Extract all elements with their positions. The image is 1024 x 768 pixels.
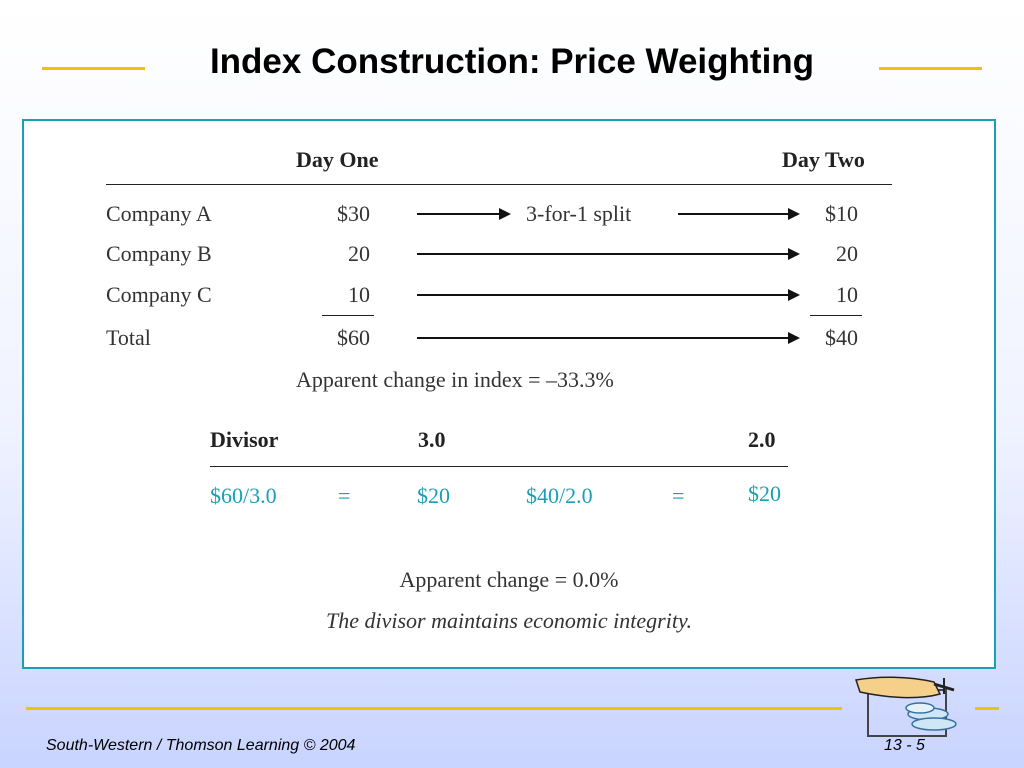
divisor-rule — [210, 466, 788, 467]
clipart-hand-icon — [855, 676, 957, 737]
row-label-company-c: Company C — [106, 282, 212, 307]
row-label-company-a: Company A — [106, 201, 212, 226]
apparent-change-index: Apparent change in index = –33.3% — [296, 367, 614, 392]
arrow-company-a-right — [678, 208, 800, 220]
subtotal-rule-day-two — [810, 315, 862, 316]
row-day-one-company-c: 10 — [348, 282, 370, 307]
calc-day-one-result: $20 — [417, 483, 450, 508]
row-day-two-company-b: 20 — [836, 241, 858, 266]
arrow-company-a-left — [417, 208, 511, 220]
footer-rule-right — [975, 707, 999, 710]
subtotal-rule-day-one — [322, 315, 374, 316]
divisor-day-one: 3.0 — [418, 427, 446, 452]
header-day-two: Day Two — [782, 147, 865, 172]
title-rule-left — [42, 67, 145, 70]
arrow-total — [417, 332, 800, 344]
apparent-change-summary: Apparent change = 0.0% — [399, 567, 619, 592]
slide-number: 13 - 5 — [884, 737, 925, 754]
divisor-label: Divisor — [210, 427, 279, 452]
title-rule-right — [879, 67, 982, 70]
arrow-company-c — [417, 289, 800, 301]
footer-copyright: South-Western / Thomson Learning © 2004 — [46, 737, 356, 754]
row-label-total: Total — [106, 325, 151, 350]
row-day-two-total: $40 — [825, 325, 858, 350]
slide-title: Index Construction: Price Weighting — [209, 42, 815, 81]
calc-equals-1: = — [338, 483, 351, 508]
content-panel: Day One Day Two Company A $30 3-for-1 sp… — [22, 119, 996, 669]
row-day-one-company-b: 20 — [348, 241, 370, 266]
split-label: 3-for-1 split — [526, 201, 632, 226]
row-day-one-company-a: $30 — [337, 201, 370, 226]
row-day-two-company-c: 10 — [836, 282, 858, 307]
calc-day-two-expr: $40/2.0 — [526, 483, 593, 508]
integrity-note: The divisor maintains economic integrity… — [325, 608, 693, 633]
calc-day-one-expr: $60/3.0 — [210, 483, 277, 508]
row-day-two-company-a: $10 — [825, 201, 858, 226]
divisor-day-two: 2.0 — [748, 427, 776, 452]
calc-equals-2: = — [672, 483, 685, 508]
row-day-one-total: $60 — [337, 325, 370, 350]
header-day-one: Day One — [296, 147, 379, 172]
row-label-company-b: Company B — [106, 241, 212, 266]
footer-rule-left — [26, 707, 842, 710]
title-bar: Index Construction: Price Weighting — [0, 38, 1024, 98]
calc-day-two-result: $20 — [748, 481, 781, 506]
arrow-company-b — [417, 248, 800, 260]
header-rule — [106, 184, 892, 185]
